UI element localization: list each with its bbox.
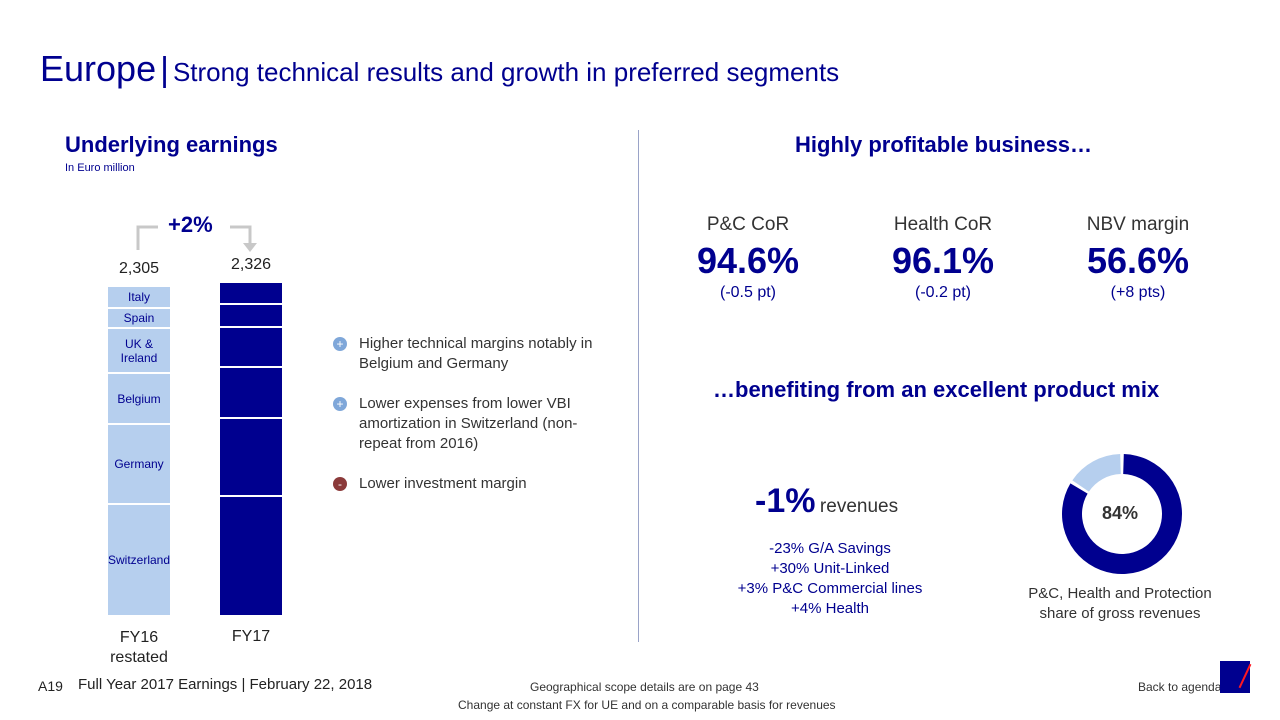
bullet-item: + Higher technical margins notably in Bel…	[333, 334, 613, 374]
page-number: A19	[38, 678, 63, 694]
bullet-item: - Lower investment margin	[333, 474, 613, 494]
bar-segment-germany	[220, 418, 282, 495]
bar-segment-spain: Spain	[108, 309, 170, 328]
kpi-name: Health CoR	[893, 214, 993, 235]
donut-slice-other	[1072, 454, 1121, 492]
bar-fy17	[220, 283, 282, 617]
title-subtitle: Strong technical results and growth in p…	[172, 57, 840, 87]
product-mix-heading: …benefiting from an excellent product mi…	[713, 377, 1160, 402]
bar-segment-uk-ireland	[220, 327, 282, 366]
divider	[638, 130, 639, 642]
mix-item: +4% Health	[791, 600, 869, 617]
x-label-fy17: FY17	[231, 628, 271, 645]
kpi-2: NBV margin 56.6% (+8 pts)	[1038, 214, 1238, 302]
bar-segment-italy	[220, 283, 282, 304]
donut-caption-line1: P&C, Health and Protection	[1028, 585, 1212, 602]
profitable-heading: Highly profitable business…	[795, 132, 1093, 157]
mix-item: +3% P&C Commercial lines	[737, 580, 923, 597]
unit-label: In Euro million	[65, 162, 135, 174]
mix-list: -23% G/A Savings +30% Unit-Linked +3% P&C …	[720, 539, 940, 619]
segment-label: Switzerland	[107, 552, 171, 567]
bar-fy16: Italy Spain UK & Ireland Belgium Germany Swit…	[108, 287, 170, 617]
minus-icon: -	[333, 477, 347, 491]
kpi-value: 94.6%	[696, 240, 800, 281]
bar-segment-uk-ireland: UK & Ireland	[108, 329, 170, 373]
kpi-delta: (-0.2 pt)	[914, 284, 971, 301]
kpi-value: 56.6%	[1086, 240, 1190, 281]
plus-icon: +	[333, 337, 347, 351]
revenue-change-value: -1%	[755, 482, 816, 520]
footer-note-1: Geographical scope details are on page 4…	[530, 680, 759, 694]
kpi-1: Health CoR 96.1% (-0.2 pt)	[843, 214, 1043, 302]
donut-caption-line2: share of gross revenues	[1039, 605, 1201, 622]
bar-segment-switzerland	[220, 496, 282, 615]
bar-segment-germany: Germany	[108, 425, 170, 503]
underlying-earnings-heading: Underlying earnings	[65, 132, 278, 157]
mix-item: +30% Unit-Linked	[770, 560, 890, 577]
total-label-fy17: 2,326	[230, 256, 272, 273]
footer-note-2: Change at constant FX for UE and on a co…	[458, 698, 836, 712]
bar-segment-italy: Italy	[108, 287, 170, 308]
mix-item: -23% G/A Savings	[769, 540, 891, 557]
bullet-text: Lower investment margin	[359, 475, 527, 492]
axa-logo[interactable]	[1220, 661, 1252, 693]
bar-segment-belgium: Belgium	[108, 374, 170, 424]
page-title: Europe | Strong technical results and grow…	[40, 48, 839, 90]
title-separator: |	[160, 51, 169, 89]
segment-label: Germany	[114, 456, 164, 471]
bar-segment-spain	[220, 305, 282, 326]
kpi-0: P&C CoR 94.6% (-0.5 pt)	[648, 214, 848, 302]
donut-chart	[1062, 454, 1182, 574]
growth-label: +2%	[168, 212, 213, 237]
segment-label: Spain	[123, 311, 155, 326]
x-label-fy16-line1: FY16	[119, 629, 159, 646]
kpi-row: P&C CoR 94.6% (-0.5 pt) Health CoR 96.1% (-0.…	[648, 214, 1233, 302]
bullet-text: Higher technical margins notably in Belg…	[359, 335, 593, 372]
x-label-fy16: FY16 restated	[98, 628, 180, 668]
kpi-name: P&C CoR	[706, 214, 790, 235]
bullet-text: Lower expenses from lower VBI amortizati…	[359, 395, 578, 452]
footer-event: Full Year 2017 Earnings | February 22, 2…	[78, 676, 373, 693]
revenue-change: -1% revenues	[755, 482, 898, 521]
kpi-delta: (+8 pts)	[1110, 284, 1166, 301]
kpi-value: 96.1%	[891, 240, 995, 281]
total-label-fy16: 2,305	[118, 260, 160, 277]
kpi-delta: (-0.5 pt)	[719, 284, 776, 301]
donut-slice-main	[1062, 454, 1182, 574]
bullet-list: + Higher technical margins notably in Bel…	[333, 334, 613, 514]
revenue-change-label: revenues	[819, 496, 899, 517]
kpi-name: NBV margin	[1086, 214, 1190, 235]
segment-label: UK & Ireland	[120, 336, 158, 365]
bullet-item: + Lower expenses from lower VBI amortizat…	[333, 394, 613, 454]
x-label-fy16-line2: restated	[110, 649, 168, 666]
segment-label: Belgium	[117, 391, 161, 406]
bar-segment-switzerland: Switzerland	[107, 504, 171, 615]
logo-slash	[1238, 663, 1252, 689]
back-to-agenda-link[interactable]: Back to agenda	[1138, 680, 1222, 694]
bar-segment-belgium	[220, 367, 282, 417]
title-main: Europe	[40, 48, 157, 89]
segment-label: Italy	[127, 290, 150, 305]
donut-label: 84%	[1101, 503, 1139, 523]
growth-arrow-icon	[136, 225, 257, 252]
plus-icon: +	[333, 397, 347, 411]
donut-caption: P&C, Health and Protection share of gross…	[1010, 584, 1230, 624]
